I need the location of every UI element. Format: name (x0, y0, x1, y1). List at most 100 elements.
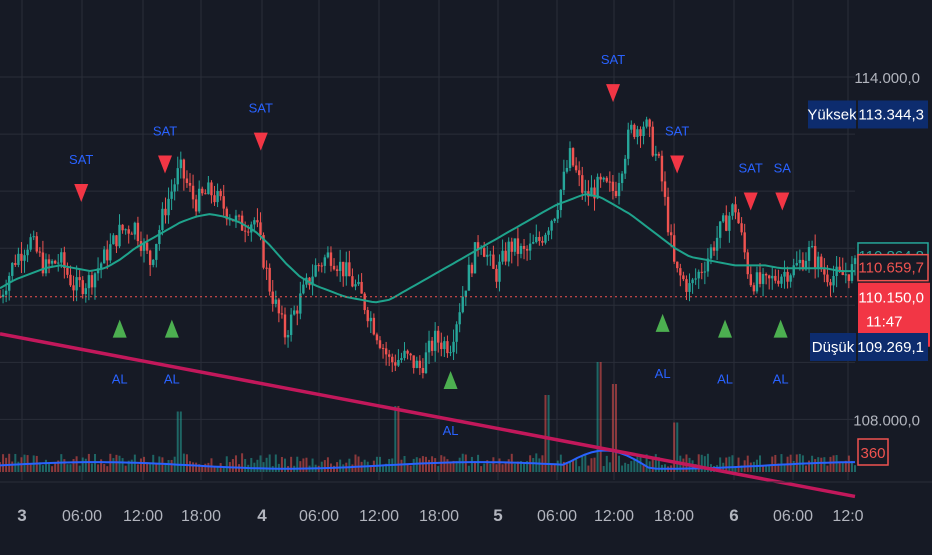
candle-body (280, 313, 284, 315)
volume-bar (139, 458, 142, 472)
candle-body (694, 278, 697, 280)
candle-body (553, 218, 556, 222)
volume-bar (808, 460, 811, 472)
volume-bar (146, 462, 149, 472)
time-tick-label: 18:00 (181, 508, 221, 525)
candle-body (645, 119, 648, 127)
volume-bar (581, 456, 584, 472)
candle-body (728, 215, 731, 231)
candle-body (197, 188, 201, 212)
candle-body (93, 273, 97, 288)
time-tick-label: 12:00 (594, 508, 634, 525)
prev-value-box (857, 253, 929, 282)
volume-bar (201, 465, 204, 472)
volume-bar (320, 461, 323, 472)
candle-body (366, 310, 369, 322)
sell-signal-label: SA (774, 161, 792, 176)
candle-body (620, 173, 624, 184)
candle-body (682, 275, 685, 280)
low-label: Düşük (812, 339, 855, 356)
candle-body (35, 236, 38, 252)
candle-body (801, 259, 805, 270)
volume-bar (48, 462, 51, 472)
candle-body (332, 265, 336, 270)
candle-body (145, 242, 149, 251)
candle-body (752, 285, 756, 292)
volume-bar (513, 463, 516, 472)
trend-line (0, 332, 856, 499)
volume-bar (326, 457, 329, 472)
candle-body (691, 279, 694, 284)
high-value: 113.344,3 (858, 106, 924, 123)
volume-bar (118, 455, 121, 472)
volume-bar (854, 465, 856, 472)
candle-body (38, 251, 42, 253)
candle-body (611, 181, 615, 191)
candle-body (627, 129, 630, 159)
candle-body (90, 275, 94, 288)
candle-body (841, 270, 844, 275)
volume-bar (210, 458, 213, 472)
candle-body (746, 252, 749, 275)
candle-body (66, 268, 69, 275)
volume-bar (213, 466, 216, 472)
volume-bar (630, 461, 633, 472)
candle-body (786, 271, 789, 282)
candle-body (663, 181, 667, 197)
volume-bar (106, 466, 109, 472)
buy-signal-arrow (655, 313, 670, 332)
volume-bar (823, 457, 826, 472)
volume-bar (311, 458, 314, 472)
volume-bar (446, 459, 449, 472)
sell-signal-arrow (158, 155, 173, 174)
candle-body (152, 259, 155, 265)
candle-body (222, 196, 225, 209)
candle-body (798, 259, 802, 264)
volume-bar (835, 455, 838, 472)
buy-signal-label: AL (112, 372, 128, 387)
volume-bar (284, 458, 286, 472)
volume-bar (17, 461, 20, 472)
volume-bar (645, 454, 648, 472)
volume-bar (412, 458, 415, 472)
candle-body (115, 235, 118, 247)
candle-body (642, 126, 645, 137)
candle-body (433, 330, 437, 351)
candle-body (170, 191, 173, 199)
candle-body (795, 263, 798, 266)
candle-body (357, 281, 360, 285)
volume-bar (593, 457, 596, 472)
volume-bar (351, 464, 354, 472)
volume-bar (204, 463, 207, 472)
candle-body (292, 310, 296, 315)
candle-body (84, 288, 88, 295)
volume-bar (394, 406, 397, 472)
candle-body (23, 255, 26, 261)
sell-signal-arrow (743, 192, 758, 211)
candle-body (685, 279, 688, 292)
volume-bar (477, 454, 480, 472)
candle-body (87, 275, 91, 289)
candle-body (734, 204, 737, 213)
candle-body (623, 158, 627, 174)
volume-bar (697, 454, 700, 472)
candle-body (207, 182, 210, 195)
candle-body (17, 253, 20, 265)
candle-body (32, 236, 35, 238)
volume-bar (124, 465, 127, 472)
volume-bar (81, 457, 84, 472)
volume-bar (608, 462, 611, 472)
volume-bar (0, 462, 1, 472)
moving-average (0, 193, 855, 304)
candle-body (771, 275, 774, 279)
candle-body (519, 245, 523, 254)
candle-body (633, 124, 636, 137)
candle-body (133, 222, 137, 235)
candle-body (247, 231, 250, 233)
volume-bar (575, 458, 578, 472)
candle-body (127, 229, 130, 234)
volume-bar (265, 457, 268, 472)
candle-body (792, 265, 795, 276)
